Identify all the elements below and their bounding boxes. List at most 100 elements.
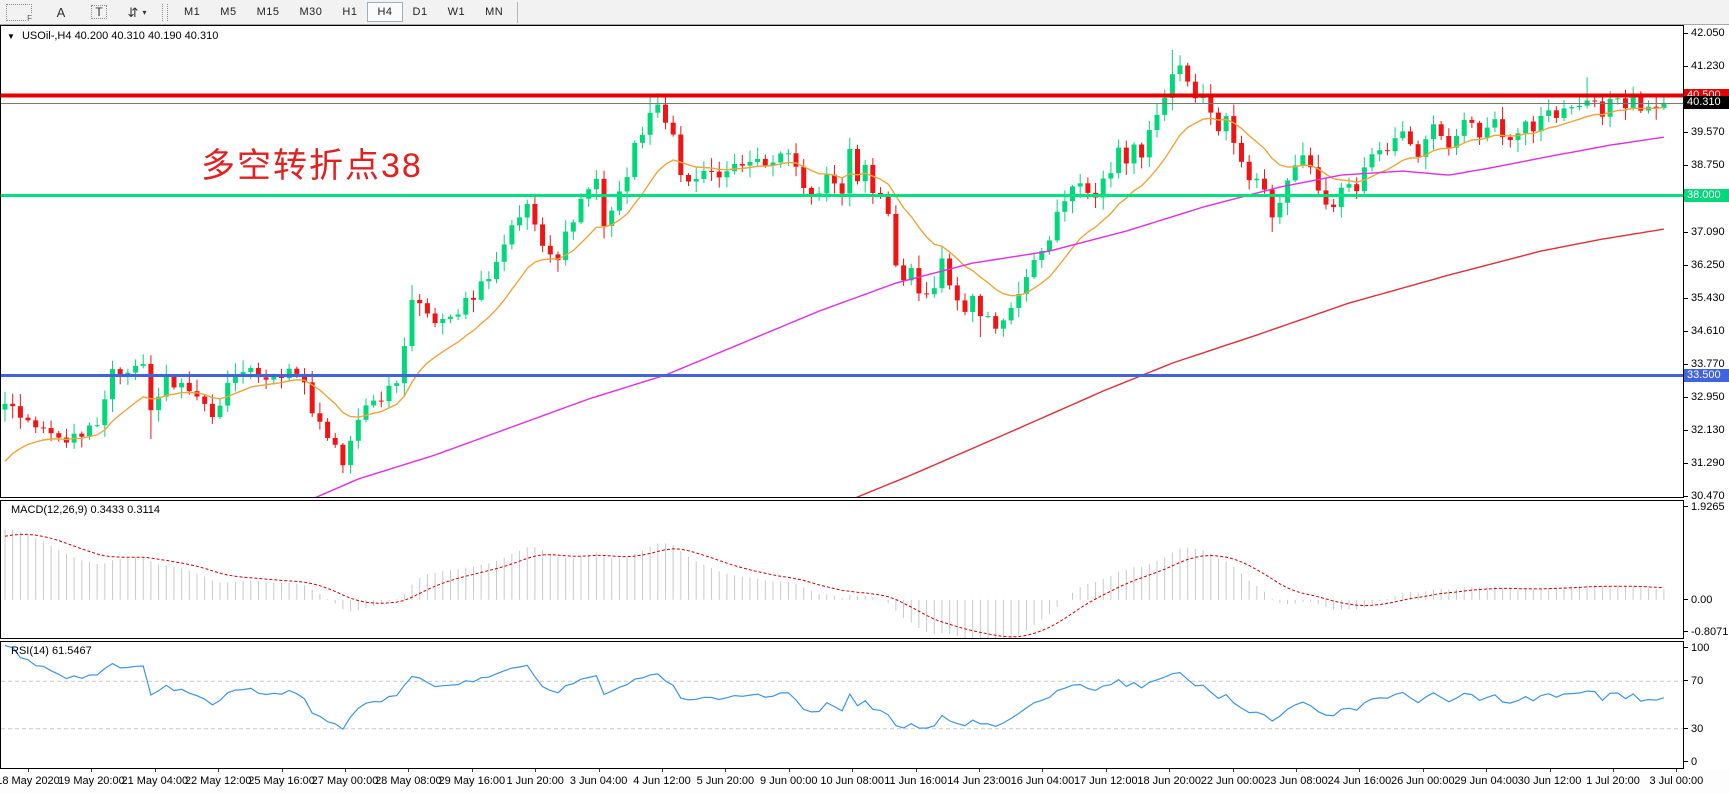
price-tick-label: 39.570 [1691,126,1725,139]
time-axis-label: 3 Jul 00:00 [1649,775,1704,787]
tool-fibo-grid-tool-icon[interactable]: F [6,3,32,23]
time-axis-label: 28 May 08:00 [375,775,442,787]
timeframe-button-h4[interactable]: H4 [367,2,403,22]
time-tick-mark [535,769,537,772]
price-tick-mark [1684,496,1688,498]
tool-text-box-tool-icon[interactable]: T [87,2,111,23]
symbol-dropdown-icon[interactable]: ▼ [7,32,15,41]
rsi-name: RSI(14) [11,645,49,657]
price-tick-mark [1684,265,1688,267]
time-axis-label: 22 Jun 00:00 [1200,775,1265,787]
tool-arrow-style-tool-icon[interactable]: ⇵ ▾ [127,4,147,20]
time-axis-label: 29 May 16:00 [438,775,506,787]
macd-signal-line [4,533,1664,638]
price-tick-mark [1684,33,1688,35]
time-axis-label: 23 Jun 08:00 [1264,775,1328,787]
time-tick-mark [1105,769,1107,772]
time-axis-label: 25 May 16:00 [248,775,315,787]
timeframe-button-m5[interactable]: M5 [220,6,237,18]
time-tick-mark [1042,769,1044,772]
time-axis-label: 3 Jun 04:00 [569,775,628,787]
timeframe-button-mn[interactable]: MN [485,6,504,18]
timeframe-button-h1[interactable]: H1 [342,6,358,18]
macd-panel[interactable]: MACD(12,26,9) 0.3433 0.3114 [0,500,1684,639]
rsi-svg[interactable] [1,642,1683,768]
rsi-tick-label: 0 [1691,756,1698,768]
time-axis-label: 5 Jun 20:00 [696,775,755,787]
timeframe-button-m30[interactable]: M30 [299,6,323,18]
rsi-tick-mark [1684,761,1688,762]
rsi-current-value: 61.5467 [51,645,92,657]
time-axis-label: 14 Jun 23:00 [947,775,1011,787]
time-axis-label: 4 Jun 12:00 [633,775,691,787]
price-tick-mark [1684,297,1688,299]
rsi-label: RSI(14) 61.5467 [11,645,92,657]
macd-tick-label: -0.8071 [1691,626,1729,638]
macd-tick-mark [1684,598,1688,600]
time-axis-label: 9 Jun 00:00 [760,775,818,787]
time-tick-mark [1486,769,1488,772]
main-chart-svg[interactable] [1,26,1683,497]
price-tick-label: 35.430 [1691,291,1725,304]
time-tick-mark [1359,769,1361,772]
slow-ma-line [855,228,1665,497]
macd-tick-label: 0.00 [1691,593,1713,606]
macd-tick-mark [1684,631,1688,632]
toolbar-grip[interactable] [162,3,168,21]
dropdown-caret-icon[interactable]: ▾ [142,7,147,17]
ohlc-values: 40.200 40.310 40.190 40.310 [74,30,219,42]
price-tick-mark [1684,429,1688,431]
macd-axis[interactable]: 1.9265 0.00 -0.8071 [1684,500,1729,639]
macd-label: MACD(12,26,9) 0.3433 0.3114 [11,504,160,516]
price-tick-label: 41.230 [1691,59,1725,72]
time-axis[interactable]: 18 May 2020 19 May 20:00 21 May 04:00 22 Ma… [0,769,1729,794]
macd-svg[interactable] [1,501,1683,638]
rsi-panel[interactable]: RSI(14) 61.5467 [0,641,1684,769]
time-axis-label: 30 Jun 12:00 [1517,775,1582,787]
chart-header: ▼ USOil-,H4 40.200 40.310 40.190 40.310 [7,30,218,42]
chart-text-annotation[interactable]: 多空转折点38 [201,147,423,185]
time-tick-mark [345,769,346,772]
time-tick-mark [915,769,917,772]
toolbar: F A T ⇵ ▾ M1 M5 M15 M30 H1 H4 D1 W1 MN [0,0,1729,25]
rsi-axis[interactable]: 100 70 30 0 [1684,641,1729,769]
timeframe-button-w1[interactable]: W1 [447,6,466,18]
time-tick-mark [662,769,663,772]
time-tick-mark [1613,769,1614,772]
mid-ma-line [315,136,1664,497]
price-tick-label: 30.470 [1691,490,1725,503]
time-axis-label: 18 Jun 20:00 [1137,775,1201,787]
rsi-line [4,644,1665,731]
tool-text-label-tool-icon[interactable]: A [56,4,66,20]
time-axis-label: 16 Jun 04:00 [1010,775,1075,787]
price-tick-label: 33.770 [1691,358,1725,371]
time-tick-mark [471,769,473,772]
timeframe-button-d1[interactable]: D1 [412,6,428,18]
main-chart-panel[interactable]: ▼ USOil-,H4 40.200 40.310 40.190 40.310 … [0,25,1684,498]
price-tick-label: 32.130 [1691,423,1725,436]
fast-ma-line [4,106,1664,462]
timeframe-button-m1[interactable]: M1 [184,6,201,18]
time-axis-label: 11 Jun 16:00 [884,775,947,787]
price-tick-label: 31.290 [1691,457,1725,470]
time-tick-mark [91,769,93,772]
time-tick-mark [1676,769,1678,772]
price-tick-mark [1684,165,1688,167]
macd-tick-mark [1684,506,1688,507]
time-tick-mark [408,769,410,772]
price-axis[interactable]: 42.05041.23040.41039.57038.75037.91037.0… [1684,25,1729,502]
time-axis-label: 29 Jun 04:00 [1454,775,1518,787]
macd-name: MACD(12,26,9) [11,504,88,516]
chart-title: USOil-,H4 [21,30,72,42]
time-axis-label: 18 May 2020 [0,775,60,787]
timeframe-button-m15[interactable]: M15 [256,6,280,18]
time-axis-label: 21 May 04:00 [121,775,189,787]
price-tick-mark [1684,463,1688,465]
time-tick-mark [218,769,220,772]
macd-current-values: 0.3433 0.3114 [90,504,161,516]
time-axis-label: 17 Jun 12:00 [1073,775,1138,787]
price-tick-label: 38.750 [1691,159,1725,172]
time-tick-mark [1296,769,1297,772]
price-tick-mark [1684,132,1688,134]
time-axis-label: 10 Jun 08:00 [820,775,884,787]
